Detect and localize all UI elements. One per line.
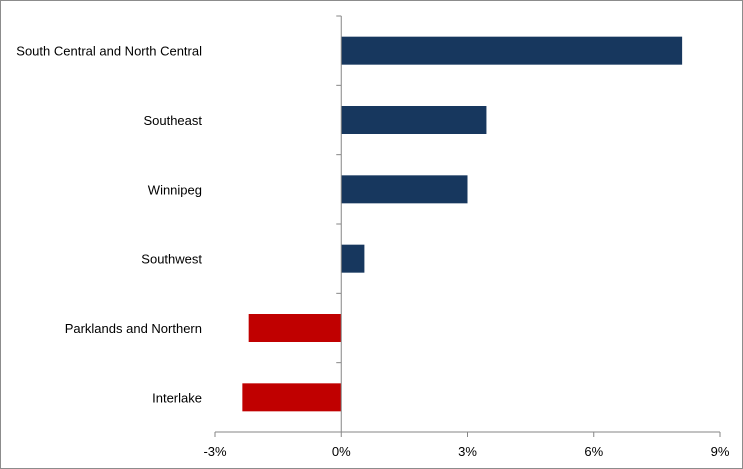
bar-3 <box>341 175 468 204</box>
bar-2 <box>341 106 487 134</box>
bar-6 <box>242 383 342 412</box>
category-label: Southeast <box>143 113 202 128</box>
x-tick-label: 6% <box>584 444 603 459</box>
category-label: Winnipeg <box>148 182 202 197</box>
category-label: Parklands and Northern <box>65 321 202 336</box>
category-label: Southwest <box>141 252 202 267</box>
x-tick-label: -3% <box>203 444 227 459</box>
category-label: South Central and North Central <box>16 44 202 59</box>
x-tick-label: 3% <box>458 444 477 459</box>
x-tick-label: 0% <box>332 444 351 459</box>
bar-1 <box>341 36 683 65</box>
bar-5 <box>248 314 342 342</box>
x-tick-label: 9% <box>711 444 730 459</box>
category-label: Interlake <box>152 390 202 405</box>
bar-4 <box>341 244 365 273</box>
